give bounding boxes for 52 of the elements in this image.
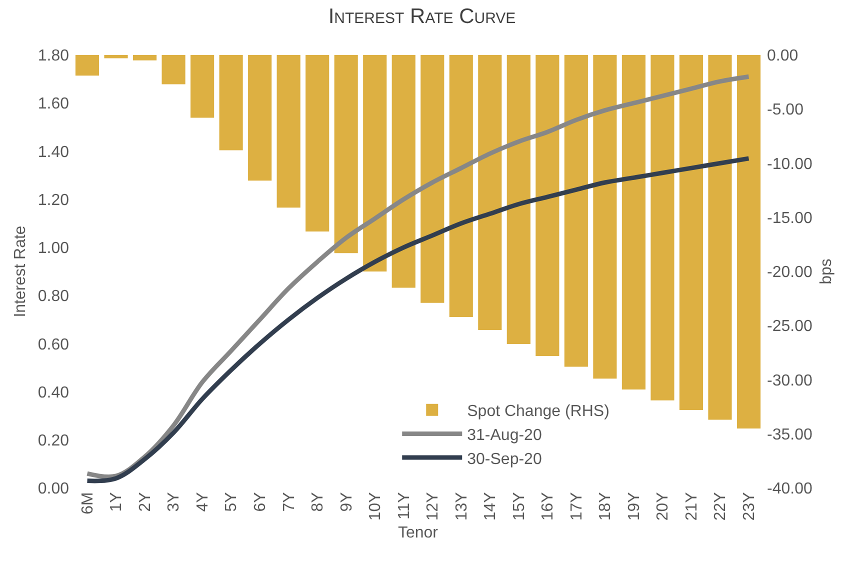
x-tick-label: 4Y [194,492,212,512]
y-tick-label: 1.00 [38,240,70,258]
x-tick-label: 20Y [654,492,672,521]
x-tick-label: 3Y [166,492,183,512]
y2-tick-label: 0.00 [767,48,798,65]
y2-tick-label: -40.00 [767,480,812,498]
x-axis-title: Tenor [398,524,439,542]
y-tick-label: 0.20 [38,432,70,450]
legend-label: Spot Change (RHS) [467,403,610,420]
y2-tick-label: -20.00 [767,264,812,282]
x-tick-label: 7Y [280,492,298,512]
line-series [85,156,751,484]
y2-axis-title: bps [818,258,836,284]
x-tick-label: 6Y [252,492,270,512]
x-tick-label: 5Y [223,492,240,512]
y-tick-label: 0.40 [38,384,70,402]
chart-title: Interest Rate Curve [328,5,516,28]
legend-label: 30-Sep-20 [467,450,542,468]
x-tick-label: 18Y [597,492,614,521]
y-axis-title: Interest Rate [12,226,29,318]
y2-tick-label: -30.00 [767,372,812,390]
x-tick-label: 21Y [683,492,700,521]
y-tick-label: 1.20 [38,192,70,209]
x-tick-label: 10Y [367,492,384,521]
y-tick-label: 1.40 [38,144,70,161]
line-series [85,74,751,479]
y2-tick-label: -25.00 [767,318,812,336]
x-tick-label: 6M [79,492,96,514]
x-tick-label: 12Y [424,492,442,521]
y2-tick-label: -5.00 [767,102,804,119]
x-tick-label: 19Y [626,492,643,521]
x-tick-label: 11Y [396,492,413,520]
y2-tick-label: -10.00 [767,156,812,173]
x-tick-label: 22Y [712,492,730,521]
x-tick-label: 14Y [482,492,500,521]
y2-tick-label: -35.00 [767,426,812,444]
y-tick-label: 1.60 [38,96,70,113]
y-tick-label: 1.80 [38,48,70,65]
x-tick-label: 8Y [310,492,327,512]
y-tick-label: 0.60 [38,336,70,354]
x-tick-label: 15Y [510,492,528,521]
y-tick-label: 0.80 [38,288,70,306]
legend-label: 31-Aug-20 [467,426,542,444]
x-tick-label: 23Y [740,492,758,521]
x-tick-label: 17Y [568,492,586,521]
y2-tick-label: -15.00 [767,210,812,227]
x-tick-label: 1Y [108,492,126,512]
x-tick-label: 9Y [338,492,356,512]
x-tick-label: 2Y [136,492,154,512]
x-tick-label: 16Y [540,492,557,521]
y-tick-label: 0.00 [38,480,70,498]
x-tick-label: 13Y [453,492,470,521]
